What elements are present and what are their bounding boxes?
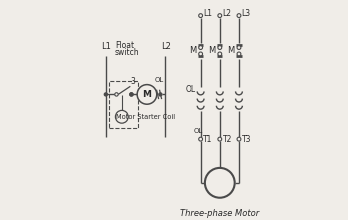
Circle shape [199,137,203,141]
Text: Float: Float [115,41,134,50]
Circle shape [237,14,241,18]
Circle shape [218,137,222,141]
Circle shape [218,52,222,56]
Circle shape [237,52,241,56]
Text: 3: 3 [130,77,135,86]
Circle shape [130,93,133,96]
Circle shape [137,85,157,104]
Circle shape [199,46,203,50]
Text: Three-phase Motor: Three-phase Motor [180,209,259,218]
Circle shape [104,93,107,96]
Text: T1: T1 [203,135,213,144]
Text: M: M [189,46,196,55]
Circle shape [116,110,128,123]
Text: M: M [208,46,215,55]
Circle shape [115,93,118,96]
Text: OL: OL [155,77,164,83]
Text: L1: L1 [203,9,212,18]
Text: L2: L2 [223,9,231,18]
Circle shape [199,14,203,18]
Text: L2: L2 [161,42,172,51]
Circle shape [205,168,235,198]
Circle shape [199,52,203,56]
Text: T3: T3 [242,135,251,144]
Text: M: M [142,90,151,99]
Text: L3: L3 [242,9,251,18]
Text: L1: L1 [101,42,111,51]
Circle shape [218,46,222,50]
Circle shape [159,93,162,96]
Text: OL: OL [185,84,195,94]
Circle shape [237,137,241,141]
Circle shape [218,14,222,18]
Circle shape [130,93,133,96]
Text: M: M [227,46,235,55]
Text: Motor Starter Coil: Motor Starter Coil [116,114,175,120]
Circle shape [237,46,241,50]
Text: T2: T2 [223,135,232,144]
Text: switch: switch [115,48,140,57]
Bar [109,81,138,128]
Text: OL: OL [193,128,203,134]
